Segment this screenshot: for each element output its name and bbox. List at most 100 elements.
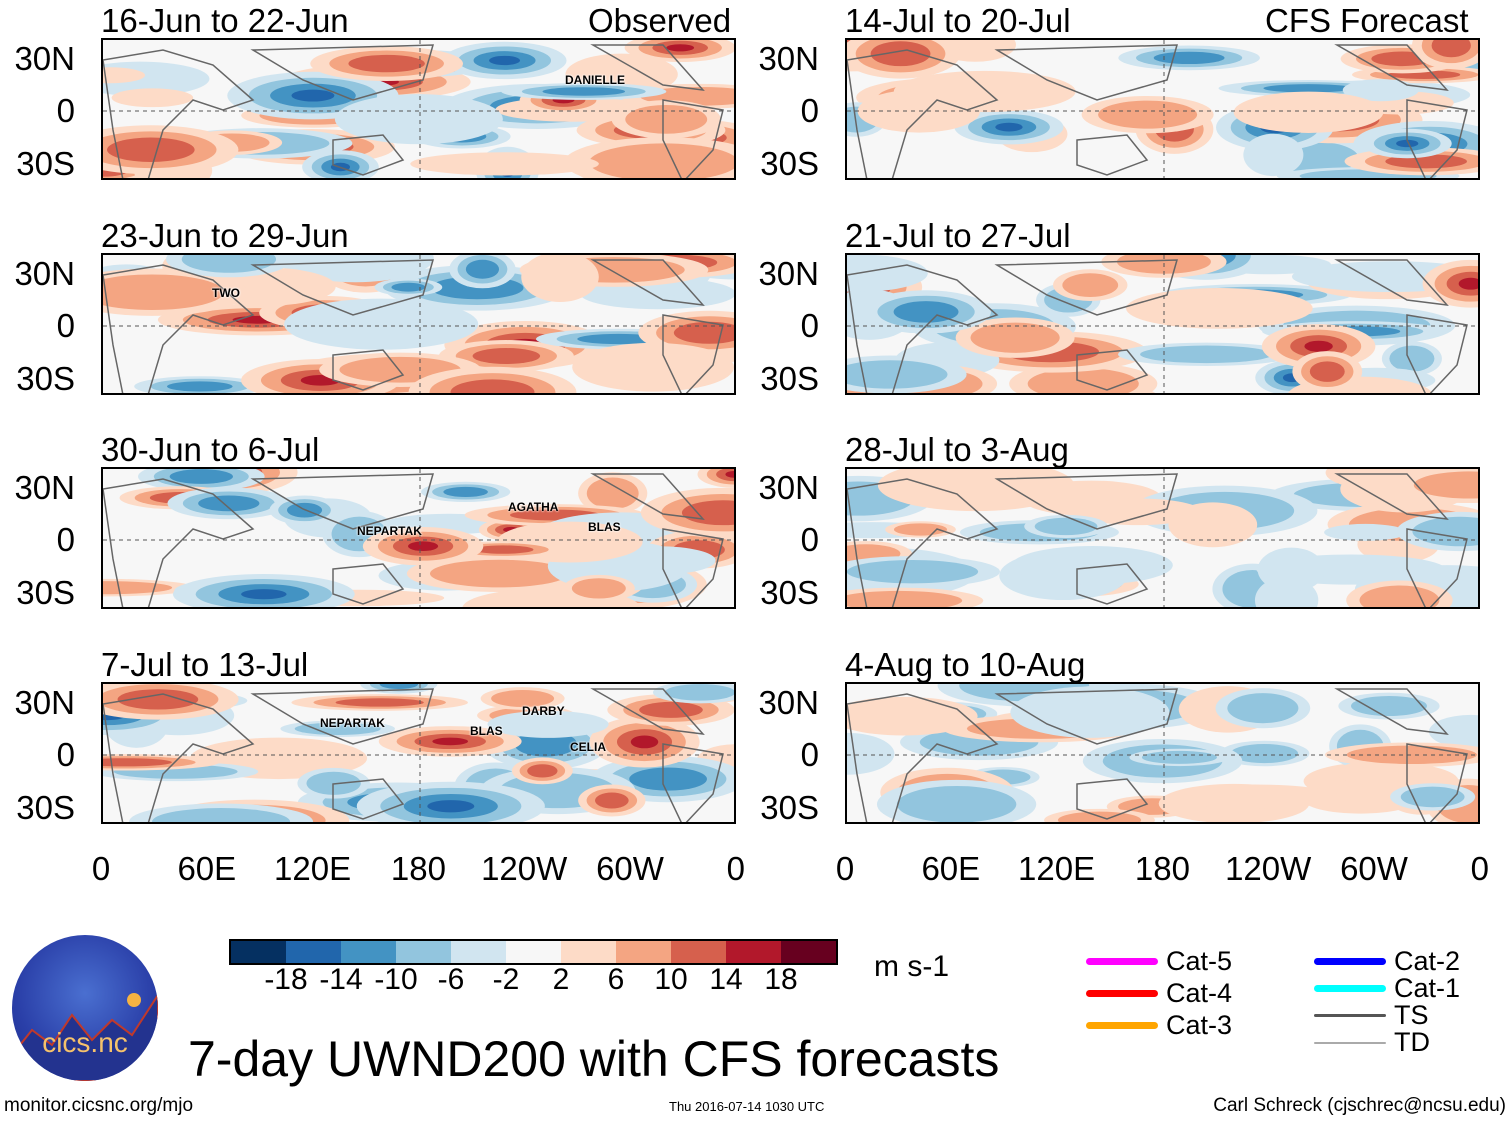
lon-label: 120E xyxy=(274,850,352,887)
colorbar-label: -10 xyxy=(374,963,418,996)
wind-contour xyxy=(1126,288,1313,329)
coastline xyxy=(847,478,999,607)
wind-contour xyxy=(1359,585,1440,607)
storm-label: CELIA xyxy=(570,740,606,754)
colorbar-swatch xyxy=(616,941,671,963)
lat-label: 30S xyxy=(760,145,819,182)
wind-map-panel xyxy=(101,467,736,609)
wind-contour xyxy=(847,732,895,775)
wind-contour xyxy=(472,545,534,554)
wind-map-panel xyxy=(101,682,736,824)
panel-title: 14-Jul to 20-Jul xyxy=(845,2,1071,39)
coastline xyxy=(1334,259,1449,306)
coastline xyxy=(847,49,999,178)
colorbar-label: -2 xyxy=(492,963,520,996)
coastline xyxy=(1076,563,1149,605)
legend-item: Cat-5 xyxy=(1086,946,1232,977)
coastline xyxy=(103,693,255,822)
legend-label: Cat-3 xyxy=(1166,1010,1233,1040)
colorbar-swatch xyxy=(286,941,341,963)
coastline xyxy=(1406,99,1468,178)
wind-contour xyxy=(450,379,535,393)
coastline xyxy=(250,44,435,101)
wind-contour xyxy=(1263,84,1354,93)
wind-map-panel xyxy=(101,38,736,180)
coastline xyxy=(332,134,405,176)
colorbar-label: 14 xyxy=(709,963,743,996)
lat-label: 0 xyxy=(56,736,75,773)
panel-title: 30-Jun to 6-Jul xyxy=(101,431,320,468)
lon-label: 180 xyxy=(390,850,446,887)
legend-line xyxy=(1314,958,1386,965)
wind-contour xyxy=(429,559,569,588)
wind-contour xyxy=(107,137,195,162)
wind-contour xyxy=(571,578,626,599)
panel-title: 28-Jul to 3-Aug xyxy=(845,431,1069,468)
legend-label: Cat-4 xyxy=(1166,978,1233,1008)
wind-contour xyxy=(666,44,695,52)
panel-title: 21-Jul to 27-Jul xyxy=(845,217,1071,254)
storm-label: NEPARTAK xyxy=(357,524,422,538)
wind-contour xyxy=(589,143,734,178)
timestamp: Thu 2016-07-14 1030 UTC xyxy=(669,1099,825,1114)
wind-contour xyxy=(542,87,626,96)
wind-contour xyxy=(152,808,291,822)
legend-label: Cat-2 xyxy=(1394,946,1461,976)
coastline xyxy=(994,44,1179,101)
lat-label: 30N xyxy=(14,684,75,721)
wind-contour xyxy=(870,41,931,67)
panel-title: 23-Jun to 29-Jun xyxy=(101,217,349,254)
lon-label: 60W xyxy=(596,850,664,887)
lat-label: 30S xyxy=(16,574,75,611)
wind-map-panel xyxy=(101,253,736,395)
lon-label: 60W xyxy=(1340,850,1408,887)
wind-contour xyxy=(1396,139,1419,148)
wind-contour xyxy=(1153,51,1225,65)
legend-line xyxy=(1314,1041,1386,1044)
wind-contour xyxy=(893,70,1076,113)
wind-contour xyxy=(198,495,260,512)
legend-line xyxy=(1314,985,1386,992)
lat-label: 30S xyxy=(760,360,819,397)
coastline xyxy=(662,314,724,393)
coastline xyxy=(1406,528,1468,607)
wind-contour xyxy=(1257,547,1325,592)
lon-label: 60E xyxy=(921,850,981,887)
colorbar-label: 10 xyxy=(654,963,688,996)
coastline xyxy=(847,264,999,393)
coastline xyxy=(332,778,405,820)
wind-contour xyxy=(1413,471,1478,499)
legend-item: Cat-3 xyxy=(1086,1010,1232,1041)
wind-map-panel xyxy=(845,682,1480,824)
lat-label: 0 xyxy=(800,521,819,558)
wind-contour xyxy=(725,470,734,478)
wind-contour xyxy=(291,89,335,102)
wind-contour xyxy=(181,255,277,273)
wind-contour xyxy=(1233,91,1384,133)
wind-contour xyxy=(241,589,287,600)
lat-label: 30N xyxy=(758,684,819,721)
legend-line xyxy=(1086,958,1158,965)
wind-contour xyxy=(103,274,224,310)
lat-label: 30N xyxy=(758,469,819,506)
lon-label: 60E xyxy=(177,850,237,887)
wind-contour xyxy=(995,122,1023,132)
wind-contour xyxy=(847,255,928,292)
wind-contour xyxy=(379,684,419,689)
coastline xyxy=(332,563,405,605)
wind-contour xyxy=(432,737,469,746)
coastline xyxy=(590,688,705,735)
lat-label: 0 xyxy=(800,92,819,129)
wind-contour xyxy=(472,348,541,365)
source-url[interactable]: monitor.cicsnc.org/mjo xyxy=(4,1095,194,1116)
coastline xyxy=(250,688,435,745)
coastline xyxy=(847,693,999,822)
wind-map-panel xyxy=(845,38,1480,180)
colorbar-swatch xyxy=(671,941,726,963)
wind-contour xyxy=(284,298,479,350)
coastline xyxy=(1076,349,1149,391)
panel-title: 4-Aug to 10-Aug xyxy=(845,646,1086,683)
coastline xyxy=(1076,134,1149,176)
wind-contour xyxy=(1034,517,1098,536)
forecast-label: CFS Forecast xyxy=(1265,2,1469,39)
